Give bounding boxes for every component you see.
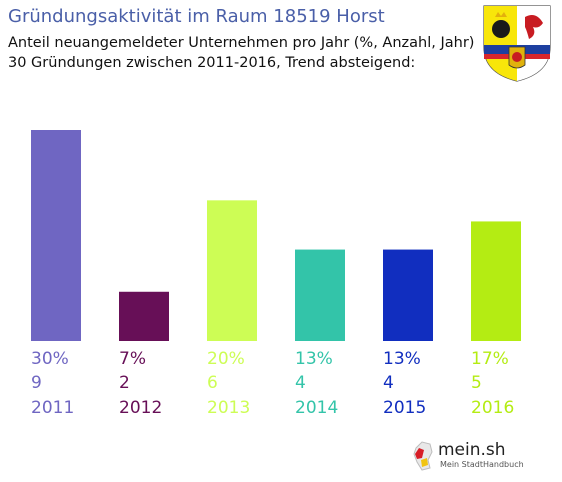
coat-of-arms-icon xyxy=(483,5,551,82)
bar-2011 xyxy=(31,130,81,341)
percent-label-2016: 17% xyxy=(471,349,509,369)
percent-label-2011: 30% xyxy=(31,349,69,369)
count-label-2014: 4 xyxy=(295,373,306,393)
count-label-2015: 4 xyxy=(383,373,394,393)
count-label-2012: 2 xyxy=(119,373,130,393)
year-label-2016: 2016 xyxy=(471,398,515,418)
mein-sh-logo xyxy=(406,432,536,476)
year-label-2013: 2013 xyxy=(207,398,251,418)
percent-label-2014: 13% xyxy=(295,349,333,369)
percent-label-2012: 7% xyxy=(119,349,146,369)
percent-label-2015: 13% xyxy=(383,349,421,369)
chart-subtitle-line2: 30 Gründungen zwischen 2011-2016, Trend … xyxy=(8,55,416,71)
count-label-2013: 6 xyxy=(207,373,218,393)
chart-title: Gründungsaktivität im Raum 18519 Horst xyxy=(8,6,385,27)
chart-subtitle-line1: Anteil neuangemeldeter Unternehmen pro J… xyxy=(8,35,475,51)
year-label-2014: 2014 xyxy=(295,398,339,418)
bar-2012 xyxy=(119,291,169,341)
logo-tagline: Mein StadtHandbuch xyxy=(440,460,524,469)
year-label-2011: 2011 xyxy=(31,398,75,418)
bar-2014 xyxy=(295,249,345,341)
year-label-2015: 2015 xyxy=(383,398,427,418)
percent-label-2013: 20% xyxy=(207,349,245,369)
count-label-2016: 5 xyxy=(471,373,482,393)
bar-2015 xyxy=(383,249,433,341)
bar-2016 xyxy=(471,221,521,341)
bar-2013 xyxy=(207,200,257,341)
year-label-2012: 2012 xyxy=(119,398,163,418)
logo-wordmark: mein.sh xyxy=(438,440,506,460)
count-label-2011: 9 xyxy=(31,373,42,393)
